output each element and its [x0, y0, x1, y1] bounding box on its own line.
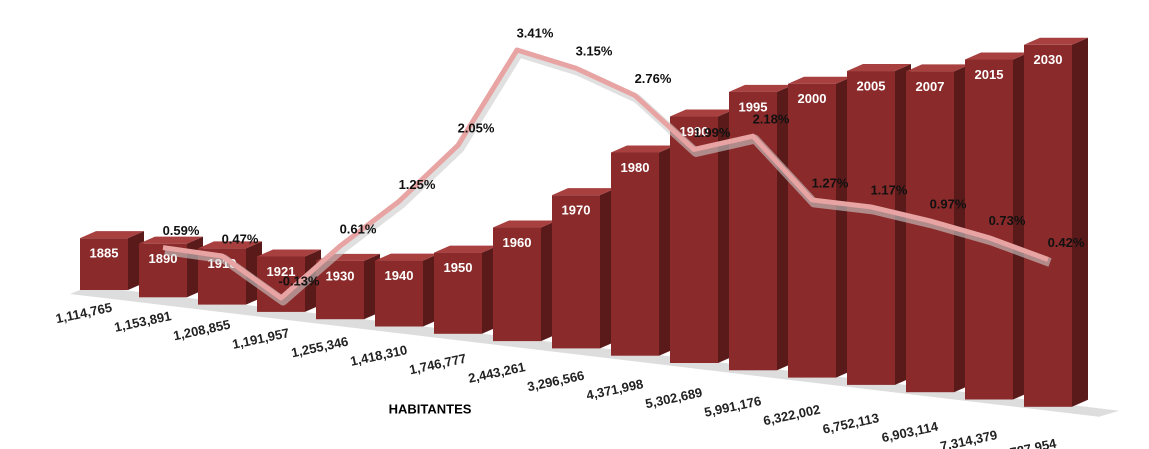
category-label: 2000: [798, 91, 827, 106]
bar: [847, 71, 895, 385]
line-label: 0.97%: [930, 196, 967, 211]
category-label: 1995: [739, 99, 768, 114]
bar: [965, 59, 1013, 400]
bar-top: [906, 64, 970, 72]
line-label: 0.73%: [989, 213, 1026, 228]
value-label: 1,746,777: [408, 351, 468, 378]
bar-top: [493, 220, 557, 228]
category-label: 1950: [444, 260, 473, 275]
bar: [80, 238, 128, 290]
bar: [670, 116, 718, 363]
value-label: 5,302,689: [644, 385, 704, 412]
value-label: 7,787,954: [998, 435, 1058, 449]
bar-top: [611, 145, 675, 153]
bar-top: [670, 109, 734, 117]
value-label: 2,443,261: [467, 359, 527, 386]
line-label: 3.15%: [576, 44, 613, 59]
bar-top: [198, 241, 262, 249]
bar-top: [1024, 37, 1088, 45]
bar: [552, 195, 600, 349]
bar: [729, 91, 777, 371]
category-label: 2007: [916, 79, 945, 94]
bar-top: [434, 245, 498, 253]
bar: [493, 227, 541, 342]
bar: [788, 83, 836, 378]
category-label: 1940: [385, 268, 414, 283]
value-label: 1,153,891: [113, 308, 173, 335]
x-axis-label: HABITANTES: [389, 401, 472, 416]
category-label: 1970: [562, 203, 591, 218]
line-label: -0.13%: [278, 273, 320, 288]
value-label: 1,255,346: [290, 334, 350, 361]
category-label: 1921: [267, 264, 296, 279]
line: [162, 47, 1049, 301]
bar-top: [80, 231, 144, 239]
line-label: 3.41%: [517, 25, 554, 40]
category-label: 1960: [503, 235, 532, 250]
line-label: 0.47%: [222, 231, 259, 246]
value-label: 4,371,998: [585, 376, 645, 403]
bar: [1024, 44, 1072, 407]
line-label: 2.76%: [635, 71, 672, 86]
category-label: 1885: [90, 246, 119, 261]
bar-top: [257, 249, 321, 257]
line-label: 2.05%: [458, 121, 495, 136]
line-label: 0.59%: [163, 223, 200, 238]
bar: [375, 260, 423, 327]
category-label: 1990: [680, 124, 709, 139]
bar-top: [788, 76, 852, 84]
value-label: 6,322,002: [762, 402, 822, 429]
line-label: 1.25%: [399, 177, 436, 192]
bar: [434, 252, 482, 334]
bar-top: [847, 64, 911, 72]
value-label: 5,991,176: [703, 393, 763, 420]
line-label: 2.18%: [753, 112, 790, 127]
value-label: 1,114,765: [54, 300, 113, 327]
line-label: 0.42%: [1048, 235, 1085, 250]
bar-top: [139, 236, 203, 244]
bar-side: [1072, 37, 1088, 407]
value-label: 1,208,855: [172, 317, 232, 344]
category-label: 1930: [326, 268, 355, 283]
bar-top: [375, 253, 439, 261]
value-label: 6,752,113: [821, 410, 880, 437]
category-label: 2015: [975, 67, 1004, 82]
category-label: 2005: [857, 78, 886, 93]
bar-top: [552, 188, 616, 196]
category-label: 1980: [621, 160, 650, 175]
value-label: 6,903,114: [880, 419, 940, 446]
value-label: 3,296,566: [526, 368, 586, 395]
line-label: 0.61%: [340, 222, 377, 237]
bar-top: [729, 84, 793, 92]
category-label: 2030: [1034, 52, 1063, 67]
bar-top: [965, 52, 1029, 60]
value-label: 1,418,310: [349, 342, 409, 369]
bar: [611, 152, 659, 356]
line-label: 1.99%: [694, 125, 731, 140]
value-label: 1,191,957: [231, 325, 291, 352]
value-label: 7,314,379: [939, 427, 999, 449]
line-label: 1.17%: [871, 182, 908, 197]
line-label: 1.27%: [812, 175, 849, 190]
